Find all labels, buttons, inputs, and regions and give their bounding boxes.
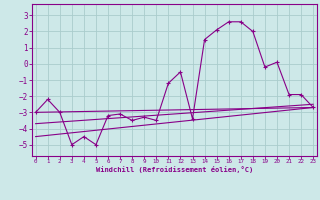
X-axis label: Windchill (Refroidissement éolien,°C): Windchill (Refroidissement éolien,°C) <box>96 166 253 173</box>
